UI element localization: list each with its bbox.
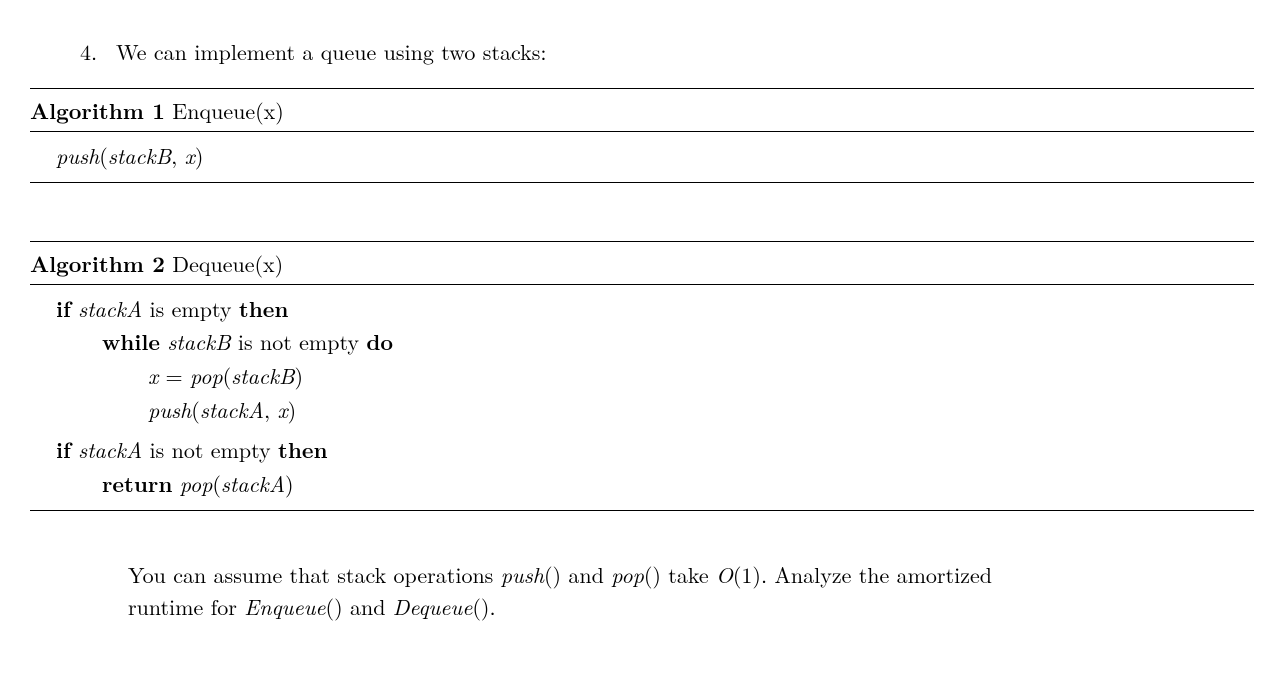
fn-pop: pop: [611, 559, 644, 590]
text: You can assume that stack operations: [128, 559, 501, 590]
algo1-caption: Algorithm 1 Enqueue(x): [30, 89, 1254, 131]
algo2-label: Algorithm 2: [30, 248, 165, 279]
arg-stackB: stackB: [108, 140, 171, 171]
algo2-caption: Algorithm 2 Dequeue(x): [30, 242, 1254, 284]
text: () take: [644, 559, 716, 590]
var-x: x: [148, 360, 158, 391]
fn-enqueue: Enqueue: [244, 591, 325, 622]
paren-close: ): [288, 394, 297, 425]
var-stackA: stackA: [78, 293, 142, 324]
kw-if: if: [56, 293, 71, 324]
kw-return: return: [102, 468, 172, 499]
arg-stackB: stackB: [231, 360, 294, 391]
paren-open: (: [191, 394, 200, 425]
arg-stackA: stackA: [200, 394, 264, 425]
paren-close: ): [294, 360, 303, 391]
eq: =: [158, 360, 190, 391]
fn-dequeue: Dequeue: [393, 591, 473, 622]
algo2-line-while: while stackB is not empty do: [30, 326, 1254, 358]
paren-close: ): [195, 140, 204, 171]
closing-line-2: runtime for Enqueue() and Dequeue().: [128, 591, 1254, 623]
text: runtime for: [128, 591, 244, 622]
bigO-arg: (1): [733, 559, 761, 590]
algo2-title: Dequeue(x): [172, 248, 283, 279]
algo1-body: push(stackB, x): [30, 132, 1254, 182]
arg-x: x: [277, 394, 287, 425]
call-pop: pop: [190, 360, 223, 391]
kw-then: then: [278, 434, 328, 465]
text-is-empty: is empty: [142, 293, 239, 324]
closing-paragraph: You can assume that stack operations pus…: [128, 559, 1254, 623]
algo2-line-return: return pop(stackA): [30, 468, 1254, 500]
comma: ,: [264, 394, 277, 425]
text: . Analyze the amortized: [761, 559, 992, 590]
algo1-line-1: push(stackB, x): [30, 140, 1254, 172]
text-is-not-empty: is not empty: [231, 326, 367, 357]
algo2-line-assign: x = pop(stackB): [30, 360, 1254, 392]
paren-close: ): [285, 468, 294, 499]
algorithm-2: Algorithm 2 Dequeue(x) if stackA is empt…: [30, 241, 1254, 511]
text: ().: [472, 591, 495, 622]
spacer: [30, 183, 1254, 223]
comma: ,: [171, 140, 184, 171]
algorithm-1: Algorithm 1 Enqueue(x) push(stackB, x): [30, 88, 1254, 183]
text: () and: [326, 591, 393, 622]
algo1-label: Algorithm 1: [30, 95, 165, 126]
arg-stackA: stackA: [221, 468, 285, 499]
arg-x: x: [185, 140, 195, 171]
kw-if: if: [56, 434, 71, 465]
algo1-title: Enqueue(x): [172, 95, 284, 126]
list-item-4: 4. We can implement a queue using two st…: [80, 36, 1254, 68]
var-stackB: stackB: [167, 326, 230, 357]
call-pop: pop: [180, 468, 213, 499]
paren-open: (: [223, 360, 232, 391]
kw-then: then: [239, 293, 289, 324]
paren-open: (: [212, 468, 221, 499]
kw-do: do: [366, 326, 393, 357]
closing-line-1: You can assume that stack operations pus…: [128, 559, 1254, 591]
var-stackA: stackA: [78, 434, 142, 465]
fn-push: push: [501, 559, 544, 590]
list-number: 4.: [80, 36, 116, 68]
algo2-line-if2: if stackA is not empty then: [30, 434, 1254, 466]
rule: [30, 510, 1254, 511]
text: () and: [544, 559, 611, 590]
bigO: O: [716, 559, 733, 590]
call-push: push: [148, 394, 191, 425]
list-text: We can implement a queue using two stack…: [116, 36, 1254, 68]
algo2-body: if stackA is empty then while stackB is …: [30, 285, 1254, 510]
page: 4. We can implement a queue using two st…: [0, 36, 1284, 623]
kw-while: while: [102, 326, 160, 357]
algo2-line-push: push(stackA, x): [30, 394, 1254, 426]
algo2-line-if1: if stackA is empty then: [30, 293, 1254, 325]
paren-open: (: [99, 140, 108, 171]
call-push: push: [56, 140, 99, 171]
text-is-not-empty: is not empty: [142, 434, 278, 465]
